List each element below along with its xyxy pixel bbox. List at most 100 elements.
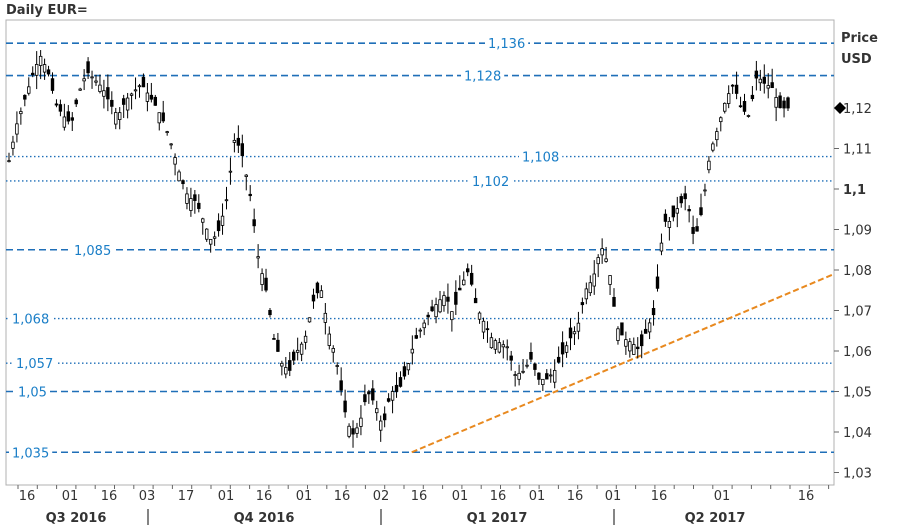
candle <box>568 318 573 351</box>
x-tick-label: 16 <box>256 489 273 504</box>
candle <box>726 85 731 109</box>
y-axis-title: Price USD <box>841 28 878 70</box>
candle <box>430 299 434 313</box>
candle <box>157 112 161 131</box>
candle <box>339 367 343 396</box>
candle <box>66 105 71 125</box>
y-tick-label: 1,11 <box>843 143 872 158</box>
candle <box>355 422 359 438</box>
candle <box>256 244 260 269</box>
candle <box>624 331 628 355</box>
candle <box>240 134 245 168</box>
x-tick-label: 16 <box>490 489 507 504</box>
candle <box>667 216 672 241</box>
candle <box>632 337 636 355</box>
x-tick-label: 16 <box>651 489 668 504</box>
candle <box>584 282 589 305</box>
level-label: 1,102 <box>472 175 509 190</box>
candle <box>110 91 114 115</box>
candle <box>177 169 181 182</box>
candle <box>786 96 790 112</box>
candle <box>197 194 201 213</box>
candle <box>23 94 27 107</box>
candle <box>114 107 118 130</box>
candle <box>608 275 612 295</box>
y-tick-label: 1,1 <box>843 183 866 198</box>
candle <box>473 288 478 304</box>
candle <box>141 73 146 88</box>
candle <box>750 86 755 102</box>
y-tick-label: 1,04 <box>843 426 872 441</box>
level-label-bg <box>15 385 50 401</box>
y-tick-label: 1,09 <box>843 224 872 239</box>
candle <box>292 349 296 366</box>
candle <box>390 386 395 414</box>
candle <box>145 82 150 112</box>
candle <box>778 92 782 109</box>
candle <box>410 335 415 365</box>
candle <box>205 228 209 242</box>
candle <box>552 359 557 389</box>
candle <box>295 337 300 361</box>
y-axis-title-line-2: USD <box>841 52 872 67</box>
y-tick-label: 1,08 <box>843 264 872 279</box>
candle <box>422 319 426 336</box>
candle <box>679 193 683 208</box>
x-tick-label: 01 <box>605 489 622 504</box>
candle <box>533 362 537 376</box>
candle <box>27 77 31 96</box>
candle <box>86 57 90 79</box>
candle <box>394 372 399 398</box>
candle <box>746 114 751 118</box>
x-tick-label: 16 <box>334 489 351 504</box>
candle <box>616 326 620 345</box>
y-axis: 1,03 1,04 1,05 1,06 1,07 1,08 1,09 1,1 1,11 1,12 <box>834 102 872 482</box>
candle <box>31 66 35 78</box>
x-tick-label: 17 <box>178 489 195 504</box>
candle <box>493 338 498 354</box>
candle <box>509 350 513 371</box>
x-axis: 16 01 16 03 17 01 16 01 16 02 16 01 16 01 16 01 16 01 16 Q3… <box>17 485 830 526</box>
candle <box>319 285 324 298</box>
x-tick-label: 02 <box>373 489 390 504</box>
candle <box>695 218 699 232</box>
candle <box>636 337 640 359</box>
candle <box>11 135 15 156</box>
level-label-bg <box>519 150 563 166</box>
candle <box>699 193 703 217</box>
candle <box>537 372 541 385</box>
candle <box>137 83 142 98</box>
candle <box>501 340 505 359</box>
candle <box>50 72 55 94</box>
candle <box>469 264 474 287</box>
candle <box>276 332 280 352</box>
x-tick-label: 01 <box>62 489 79 504</box>
candle <box>687 205 691 223</box>
candle <box>185 187 189 210</box>
candle <box>212 231 217 246</box>
candle <box>715 127 719 147</box>
candle <box>588 275 592 297</box>
candle <box>454 280 458 315</box>
level-label: 1,085 <box>74 244 111 259</box>
candle <box>371 380 375 405</box>
level-label: 1,068 <box>12 313 49 328</box>
level-label: 1,05 <box>18 386 47 401</box>
candle <box>311 288 316 309</box>
candle <box>375 400 379 421</box>
candle <box>754 60 759 91</box>
candle <box>711 141 715 153</box>
x-tick-label: 16 <box>101 489 118 504</box>
candle <box>707 156 711 174</box>
candle <box>671 205 676 222</box>
candle <box>580 297 585 314</box>
candle <box>208 238 213 253</box>
level-lines: 1,136 1,128 1,108 1,102 1,085 1,068 1,057 1,05 1… <box>6 37 834 462</box>
candle <box>596 254 600 278</box>
x-tick-label: 01 <box>714 489 731 504</box>
candle <box>723 102 727 114</box>
candle <box>129 92 134 110</box>
level-label-bg <box>13 357 57 373</box>
candle <box>659 233 664 256</box>
candle <box>386 393 391 403</box>
